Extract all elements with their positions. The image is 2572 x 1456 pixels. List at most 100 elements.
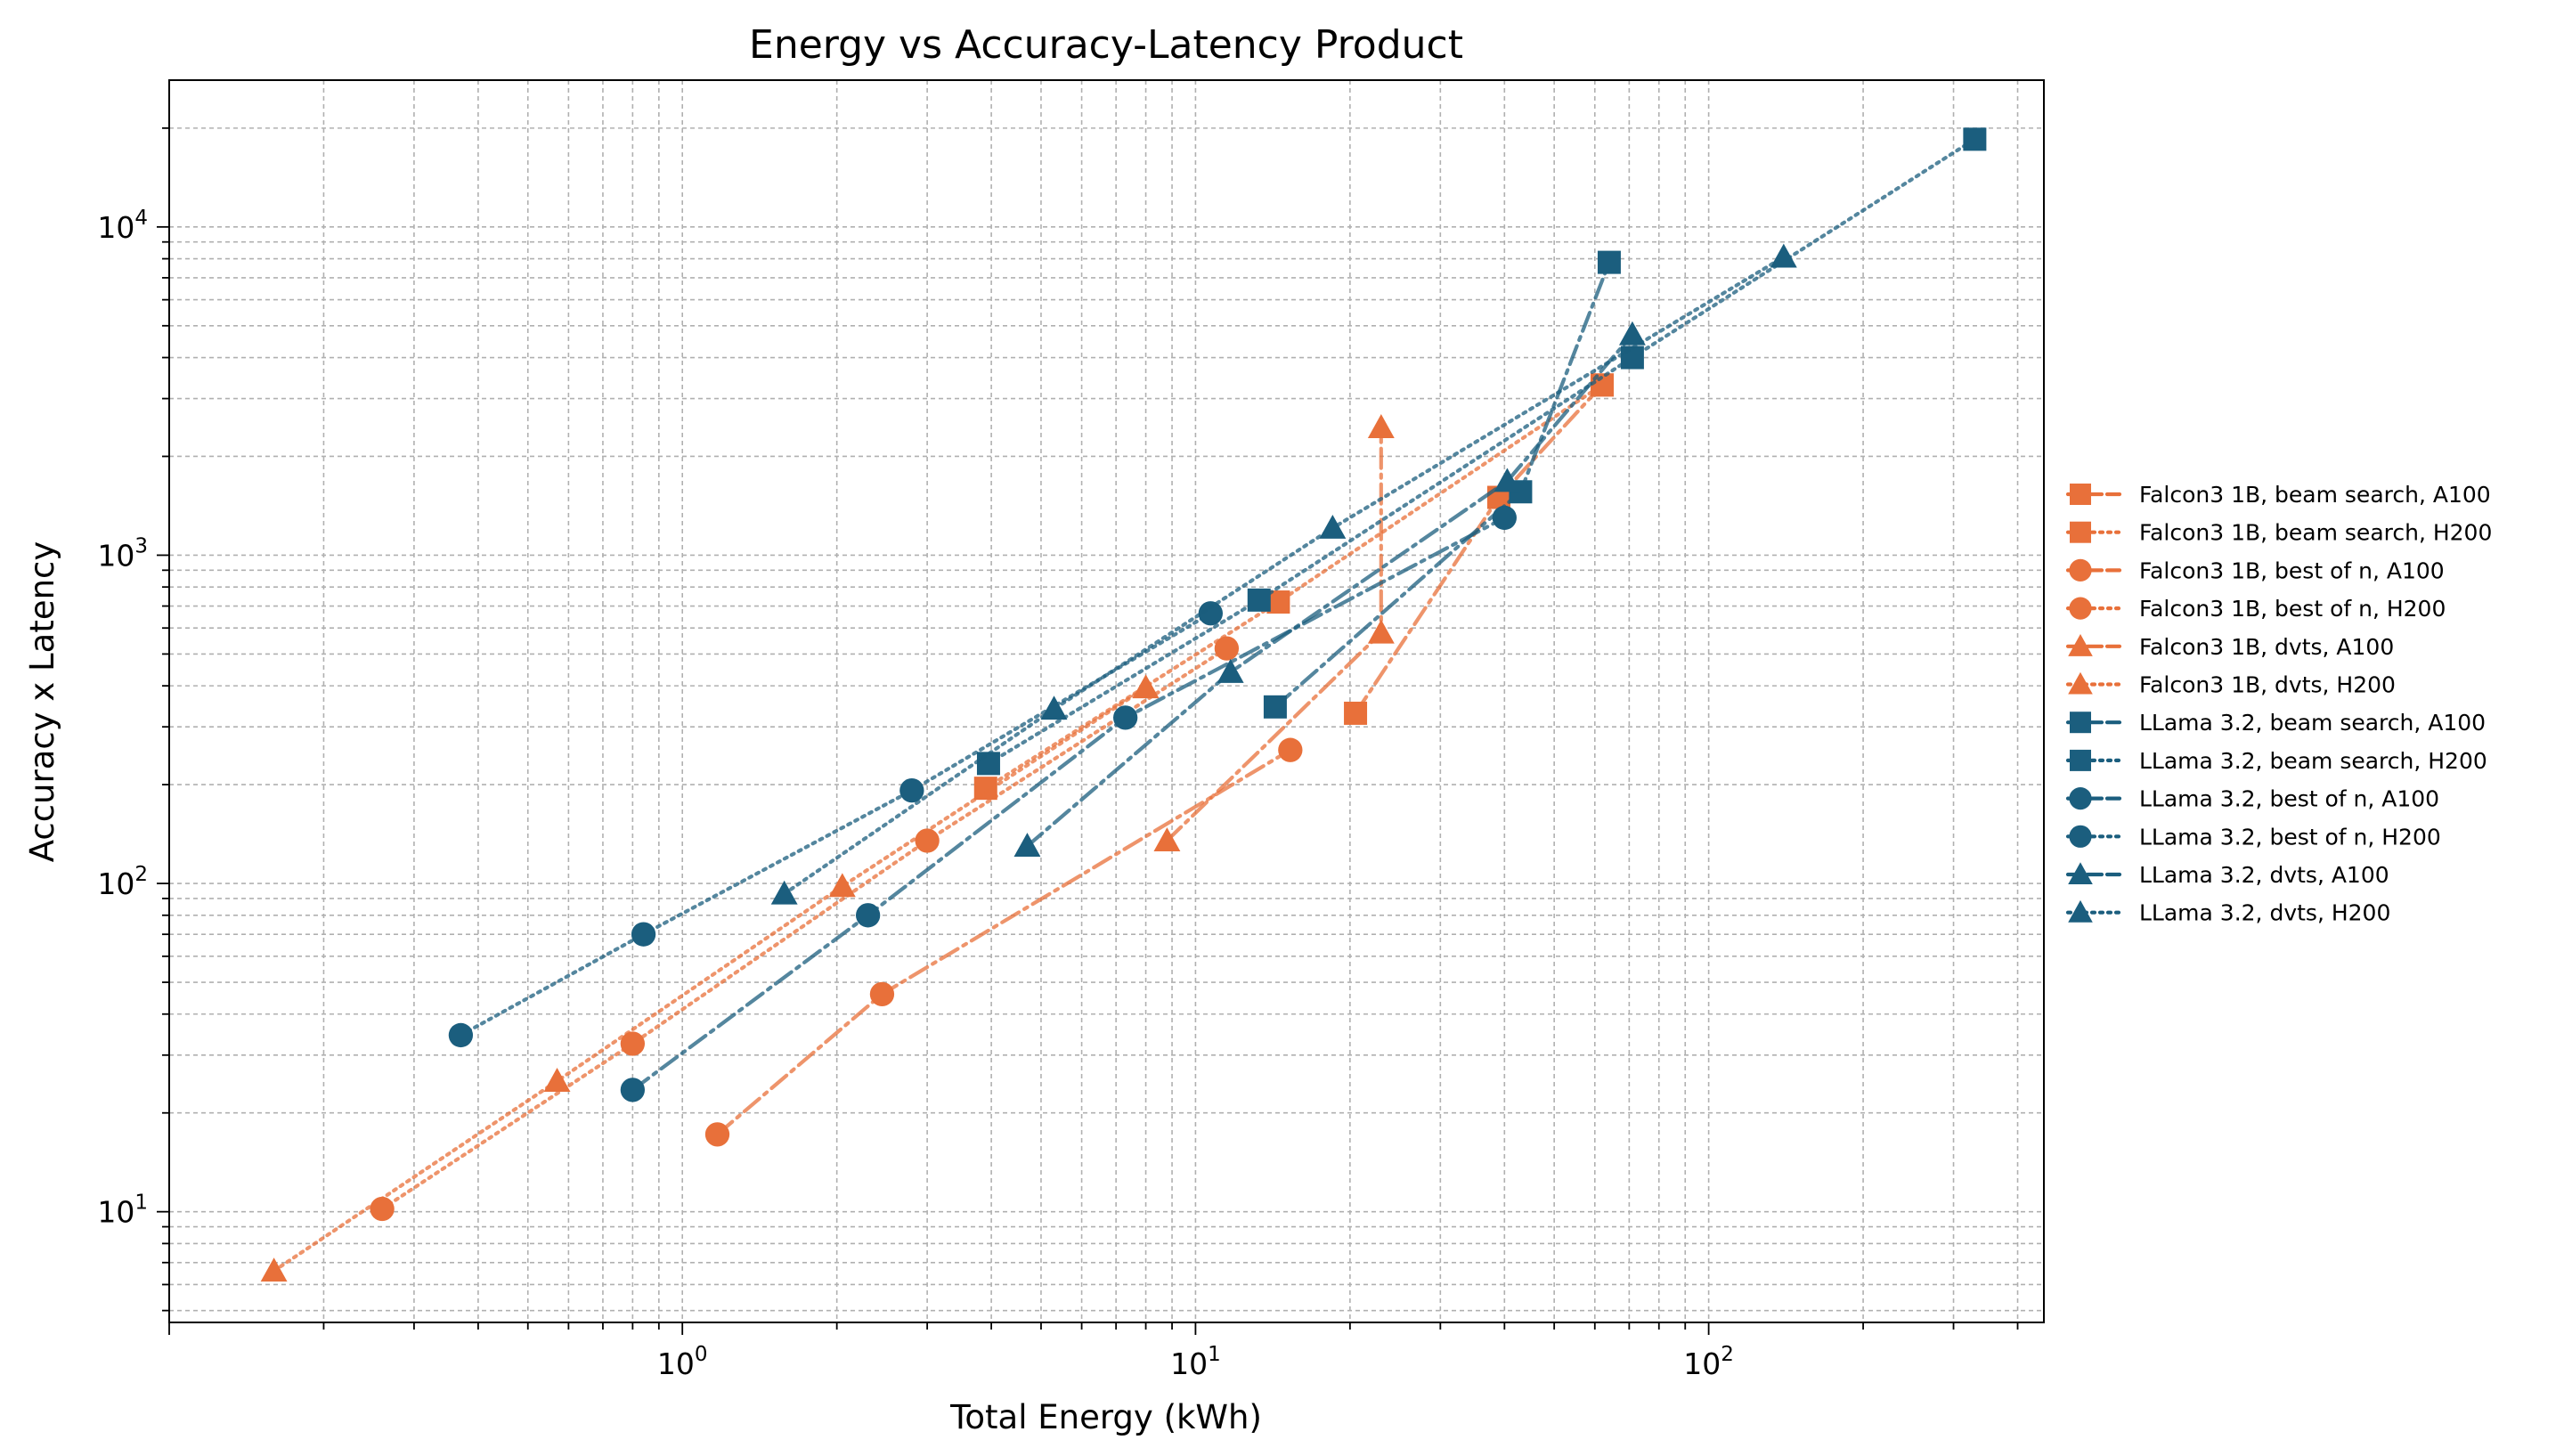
legend-label: Falcon3 1B, beam search, A100 bbox=[2139, 482, 2491, 508]
legend-entry: LLama 3.2, best of n, H200 bbox=[2065, 824, 2441, 850]
legend-entry: LLama 3.2, dvts, H200 bbox=[2065, 899, 2390, 926]
data-point bbox=[1492, 505, 1517, 531]
x-tick-label-base: 10 bbox=[1170, 1346, 1208, 1381]
legend-label: LLama 3.2, best of n, A100 bbox=[2139, 786, 2439, 812]
legend-label: Falcon3 1B, best of n, A100 bbox=[2139, 557, 2445, 583]
legend-label: Falcon3 1B, best of n, H200 bbox=[2139, 596, 2446, 622]
legend-marker bbox=[2068, 899, 2093, 923]
legend-entry: Falcon3 1B, dvts, H200 bbox=[2065, 671, 2396, 698]
data-point bbox=[631, 922, 656, 947]
series-7 bbox=[976, 127, 1987, 776]
data-point bbox=[620, 1031, 646, 1056]
series-line bbox=[631, 516, 1507, 1093]
series-line bbox=[1165, 425, 1383, 843]
x-tick-label: 101 bbox=[1170, 1343, 1221, 1381]
y-tick-label-exponent: 2 bbox=[134, 863, 148, 886]
legend-marker bbox=[2069, 825, 2092, 848]
series-line bbox=[380, 646, 1229, 1211]
data-point bbox=[1217, 658, 1244, 683]
x-axis-label: Total Energy (kWh) bbox=[949, 1398, 1262, 1436]
data-point bbox=[620, 1078, 646, 1102]
chart-title: Energy vs Accuracy-Latency Product bbox=[749, 22, 1463, 68]
legend-marker bbox=[2068, 634, 2093, 656]
y-tick-label-exponent: 3 bbox=[134, 534, 148, 557]
legend-label: Falcon3 1B, dvts, A100 bbox=[2139, 634, 2394, 660]
y-tick-label-base: 10 bbox=[97, 1195, 134, 1230]
legend-entry: Falcon3 1B, best of n, H200 bbox=[2065, 596, 2446, 622]
data-point bbox=[1278, 737, 1303, 762]
legend-entry: Falcon3 1B, beam search, H200 bbox=[2065, 520, 2492, 546]
data-point bbox=[260, 1257, 288, 1282]
legend-marker bbox=[2070, 521, 2091, 543]
legend-marker bbox=[2069, 787, 2092, 810]
data-point bbox=[1367, 619, 1395, 644]
x-tick-label-base: 10 bbox=[657, 1346, 695, 1381]
legend: Falcon3 1B, beam search, A100 Falcon3 1B,… bbox=[2065, 482, 2492, 926]
data-point bbox=[770, 880, 798, 905]
series-line bbox=[272, 686, 1148, 1273]
data-point bbox=[869, 981, 895, 1007]
legend-entry: LLama 3.2, beam search, A100 bbox=[2065, 710, 2486, 736]
x-tick-label: 102 bbox=[1683, 1343, 1734, 1381]
y-tick-label-exponent: 1 bbox=[134, 1192, 148, 1215]
series-line bbox=[986, 137, 1977, 766]
series-4 bbox=[1153, 414, 1395, 851]
legend-label: LLama 3.2, beam search, A100 bbox=[2139, 710, 2486, 736]
y-tick-label: 104 bbox=[97, 207, 148, 245]
data-point bbox=[1132, 674, 1160, 699]
series-8 bbox=[620, 505, 1517, 1102]
data-point bbox=[1040, 695, 1068, 720]
data-point bbox=[1113, 705, 1138, 730]
x-tick-label-exponent: 1 bbox=[1208, 1343, 1221, 1366]
y-tick-label-exponent: 4 bbox=[134, 207, 148, 230]
legend-marker bbox=[2068, 671, 2093, 695]
data-point bbox=[1597, 250, 1621, 274]
data-point bbox=[1494, 468, 1521, 492]
data-point bbox=[1367, 414, 1395, 438]
data-point bbox=[1620, 346, 1644, 370]
series-line bbox=[715, 748, 1292, 1137]
data-point bbox=[704, 1122, 730, 1147]
x-tick-label: 100 bbox=[657, 1343, 708, 1381]
legend-entry: LLama 3.2, beam search, H200 bbox=[2065, 748, 2487, 774]
grid bbox=[168, 80, 2044, 1322]
series-line bbox=[1353, 383, 1605, 716]
legend-label: LLama 3.2, best of n, H200 bbox=[2139, 824, 2441, 850]
series-3 bbox=[370, 636, 1240, 1222]
series-line bbox=[782, 255, 1786, 896]
legend-marker bbox=[2070, 749, 2091, 771]
legend-label: LLama 3.2, beam search, H200 bbox=[2139, 748, 2487, 774]
y-tick-label-base: 10 bbox=[97, 538, 134, 573]
legend-label: LLama 3.2, dvts, A100 bbox=[2139, 862, 2389, 888]
y-axis-label: Accuracy x Latency bbox=[23, 541, 61, 863]
legend-marker bbox=[2069, 597, 2092, 620]
data-point bbox=[1319, 514, 1347, 539]
data-point bbox=[1013, 833, 1041, 858]
legend-entry: LLama 3.2, best of n, A100 bbox=[2065, 786, 2439, 812]
series-2 bbox=[704, 737, 1303, 1147]
series-9 bbox=[448, 601, 1223, 1048]
data-point bbox=[899, 777, 924, 803]
y-tick-label: 102 bbox=[97, 863, 148, 901]
series-line bbox=[1025, 332, 1635, 849]
series-10 bbox=[1013, 321, 1646, 858]
data-point bbox=[1618, 321, 1646, 346]
x-tick-label-exponent: 0 bbox=[695, 1343, 708, 1366]
y-tick-label-base: 10 bbox=[97, 210, 134, 245]
data-point bbox=[1153, 827, 1181, 851]
x-tick-label-base: 10 bbox=[1683, 1346, 1721, 1381]
series-layer bbox=[260, 127, 1987, 1282]
series-11 bbox=[770, 243, 1797, 905]
series-line bbox=[1273, 260, 1612, 709]
y-tick-label-base: 10 bbox=[97, 866, 134, 901]
data-point bbox=[855, 903, 881, 928]
legend-label: Falcon3 1B, beam search, H200 bbox=[2139, 520, 2492, 546]
legend-marker bbox=[2070, 712, 2091, 734]
legend-entry: Falcon3 1B, beam search, A100 bbox=[2065, 482, 2491, 508]
data-point bbox=[1963, 127, 1987, 151]
data-point bbox=[1247, 588, 1271, 612]
data-point bbox=[828, 873, 856, 898]
legend-marker bbox=[2068, 862, 2093, 885]
